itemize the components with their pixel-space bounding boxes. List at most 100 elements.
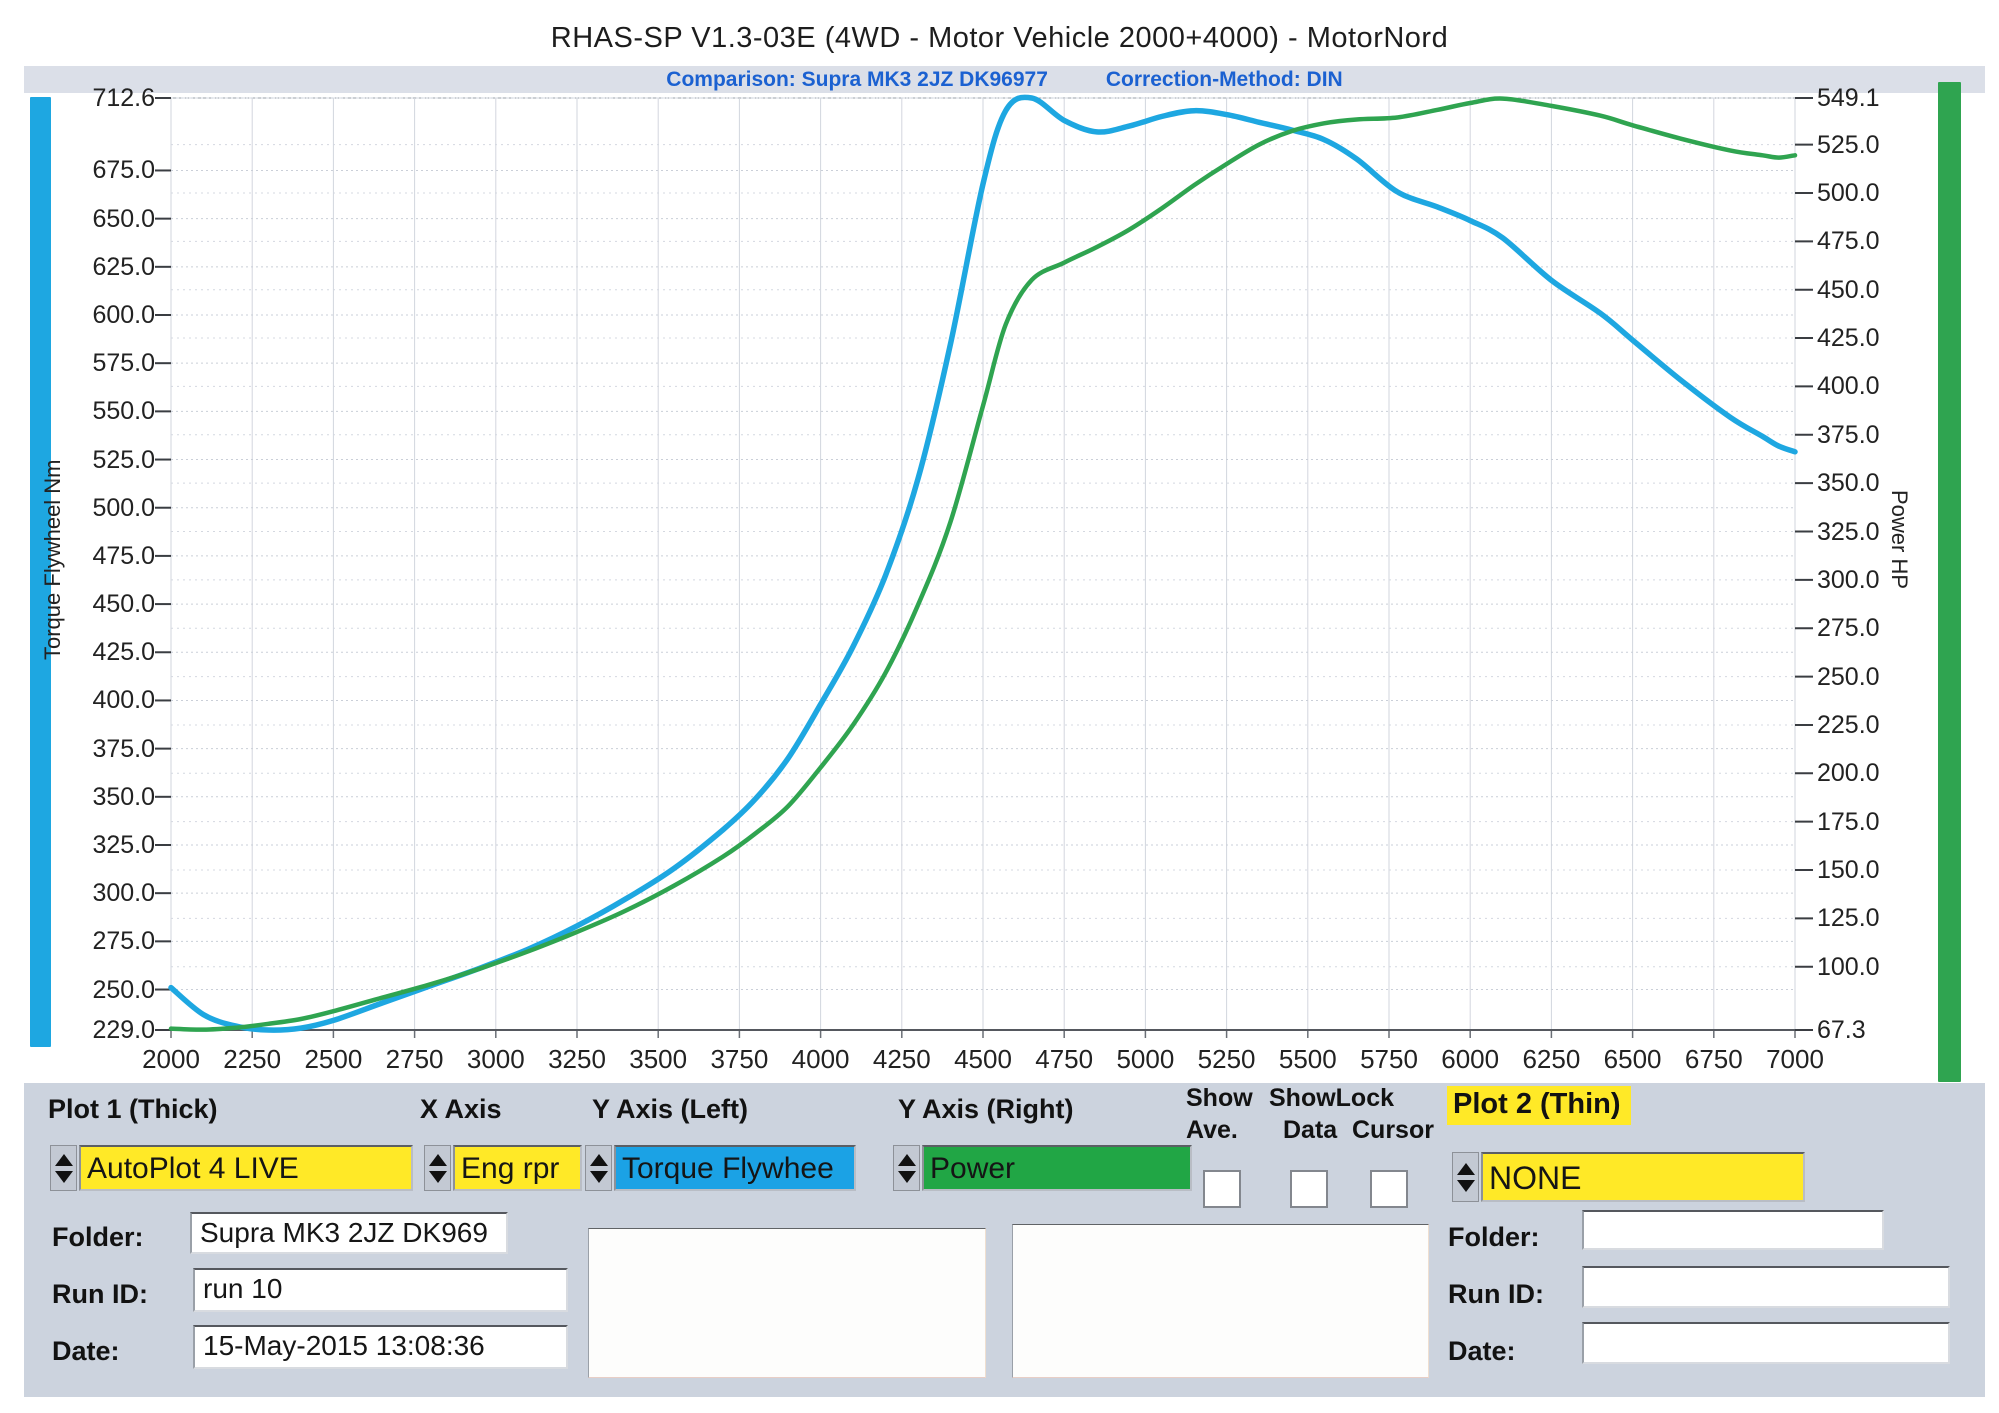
- folder-field[interactable]: Supra MK3 2JZ DK969: [190, 1212, 508, 1254]
- date-label: Date:: [52, 1336, 120, 1366]
- y-right-tick-label: 125.0: [1817, 904, 1880, 933]
- y-left-tick-label: 625.0: [92, 252, 155, 281]
- y-left-tick-label: 450.0: [92, 590, 155, 619]
- down-arrow-icon[interactable]: [589, 1170, 608, 1183]
- subtitle-strip: Comparison: Supra MK3 2JZ DK96977 Correc…: [24, 66, 1985, 93]
- x-tick-label: 5000: [1116, 1044, 1175, 1074]
- correction-method-label: Correction-Method: DIN: [1105, 67, 1343, 91]
- down-arrow-icon[interactable]: [54, 1170, 73, 1183]
- up-arrow-icon[interactable]: [1456, 1162, 1475, 1175]
- yright-header: Y Axis (Right): [898, 1094, 1074, 1124]
- plot1-select[interactable]: AutoPlot 4 LIVE: [79, 1145, 413, 1191]
- yleft-header: Y Axis (Left): [592, 1094, 749, 1124]
- torque-axis-color-bar: [30, 97, 51, 1047]
- plot2-spinner[interactable]: [1452, 1152, 1479, 1202]
- cursor-label: Cursor: [1352, 1116, 1434, 1144]
- down-arrow-icon[interactable]: [1456, 1179, 1475, 1192]
- y-left-tick-label: 575.0: [92, 349, 155, 378]
- y-right-tick-label: 325.0: [1817, 517, 1880, 546]
- y-right-tick-label: 375.0: [1817, 420, 1880, 449]
- xaxis-spinner[interactable]: [424, 1145, 451, 1191]
- y-right-tick-label: 275.0: [1817, 614, 1880, 643]
- x-tick-label: 4750: [1035, 1044, 1094, 1074]
- x-tick-label: 6250: [1522, 1044, 1581, 1074]
- runid-label: Run ID:: [52, 1279, 148, 1309]
- y-right-tick-label: 67.3: [1817, 1016, 1866, 1044]
- y-right-tick-label: 300.0: [1817, 565, 1880, 594]
- folder-field-2[interactable]: [1582, 1210, 1884, 1250]
- yleft-select[interactable]: Torque Flywhee: [614, 1145, 856, 1191]
- show-data-checkbox[interactable]: [1290, 1170, 1328, 1208]
- ave-label: Ave.: [1186, 1116, 1238, 1144]
- y-left-tick-label: 400.0: [92, 686, 155, 715]
- y-left-tick-label: 550.0: [92, 397, 155, 426]
- x-tick-label: 5500: [1278, 1044, 1337, 1074]
- y-right-tick-label: 150.0: [1817, 856, 1880, 885]
- y-right-tick-label: 525.0: [1817, 130, 1880, 159]
- power-axis-color-bar: [1938, 82, 1961, 1082]
- data-label: Data: [1283, 1116, 1338, 1144]
- yleft-spinner[interactable]: [585, 1145, 612, 1191]
- y-right-tick-label: 425.0: [1817, 324, 1880, 353]
- y-right-tick-label: 549.1: [1817, 84, 1880, 112]
- folder-label-2: Folder:: [1448, 1222, 1540, 1252]
- show-ave-checkbox[interactable]: [1203, 1170, 1241, 1208]
- x-tick-label: 3750: [710, 1044, 769, 1074]
- power-curve: [168, 96, 1798, 1032]
- notes-panel-2: [1012, 1224, 1429, 1378]
- x-tick-label: 5250: [1197, 1044, 1256, 1074]
- down-arrow-icon[interactable]: [428, 1170, 447, 1183]
- up-arrow-icon[interactable]: [428, 1153, 447, 1166]
- x-tick-label: 2750: [385, 1044, 444, 1074]
- y-left-tick-label: 275.0: [92, 927, 155, 956]
- y-right-tick-label: 175.0: [1817, 807, 1880, 836]
- show-label: Show: [1186, 1084, 1253, 1112]
- y-left-tick-label: 375.0: [92, 734, 155, 763]
- x-tick-label: 2500: [304, 1044, 363, 1074]
- y-left-tick-label: 325.0: [92, 830, 155, 859]
- y-left-tick-label: 350.0: [92, 782, 155, 811]
- y-left-tick-label: 712.6: [92, 84, 155, 112]
- lock-cursor-checkbox[interactable]: [1370, 1170, 1408, 1208]
- x-tick-label: 7000: [1766, 1044, 1824, 1074]
- y-left-tick-label: 475.0: [92, 541, 155, 570]
- up-arrow-icon[interactable]: [54, 1153, 73, 1166]
- plot2-header: Plot 2 (Thin): [1447, 1086, 1631, 1125]
- y-right-tick-label: 200.0: [1817, 759, 1880, 788]
- y-left-tick-label: 300.0: [92, 879, 155, 908]
- yright-spinner[interactable]: [893, 1145, 920, 1191]
- folder-label: Folder:: [52, 1222, 144, 1252]
- y-right-tick-label: 500.0: [1817, 178, 1880, 207]
- plot1-spinner[interactable]: [50, 1145, 77, 1191]
- plot1-header: Plot 1 (Thick): [48, 1094, 218, 1124]
- y-right-tick-label: 450.0: [1817, 275, 1880, 304]
- y-right-tick-label: 475.0: [1817, 227, 1880, 256]
- y-left-tick-label: 250.0: [92, 975, 155, 1004]
- left-axis-title: Torque Flywheel Nm: [40, 459, 65, 661]
- runid-field-2[interactable]: [1582, 1266, 1950, 1308]
- x-tick-label: 6000: [1441, 1044, 1500, 1074]
- y-right-tick-label: 400.0: [1817, 372, 1880, 401]
- xaxis-select[interactable]: Eng rpr: [453, 1145, 582, 1191]
- down-arrow-icon[interactable]: [897, 1170, 916, 1183]
- x-tick-label: 3000: [466, 1044, 525, 1074]
- plot2-select[interactable]: NONE: [1481, 1152, 1805, 1202]
- date-field[interactable]: 15-May-2015 13:08:36: [193, 1325, 568, 1369]
- x-tick-label: 3500: [629, 1044, 688, 1074]
- x-tick-label: 6750: [1684, 1044, 1743, 1074]
- y-left-tick-label: 425.0: [92, 638, 155, 667]
- date-field-2[interactable]: [1582, 1322, 1950, 1364]
- x-tick-label: 6500: [1603, 1044, 1662, 1074]
- notes-panel-1: [588, 1228, 986, 1378]
- yright-select[interactable]: Power: [922, 1145, 1192, 1191]
- x-tick-label: 4000: [791, 1044, 850, 1074]
- up-arrow-icon[interactable]: [589, 1153, 608, 1166]
- y-left-tick-label: 229.0: [92, 1016, 155, 1044]
- up-arrow-icon[interactable]: [897, 1153, 916, 1166]
- runid-field[interactable]: run 10: [193, 1268, 568, 1312]
- comparison-label: Comparison: Supra MK3 2JZ DK96977: [666, 67, 1048, 91]
- y-right-tick-label: 350.0: [1817, 469, 1880, 498]
- y-left-tick-label: 650.0: [92, 204, 155, 233]
- y-left-tick-label: 500.0: [92, 493, 155, 522]
